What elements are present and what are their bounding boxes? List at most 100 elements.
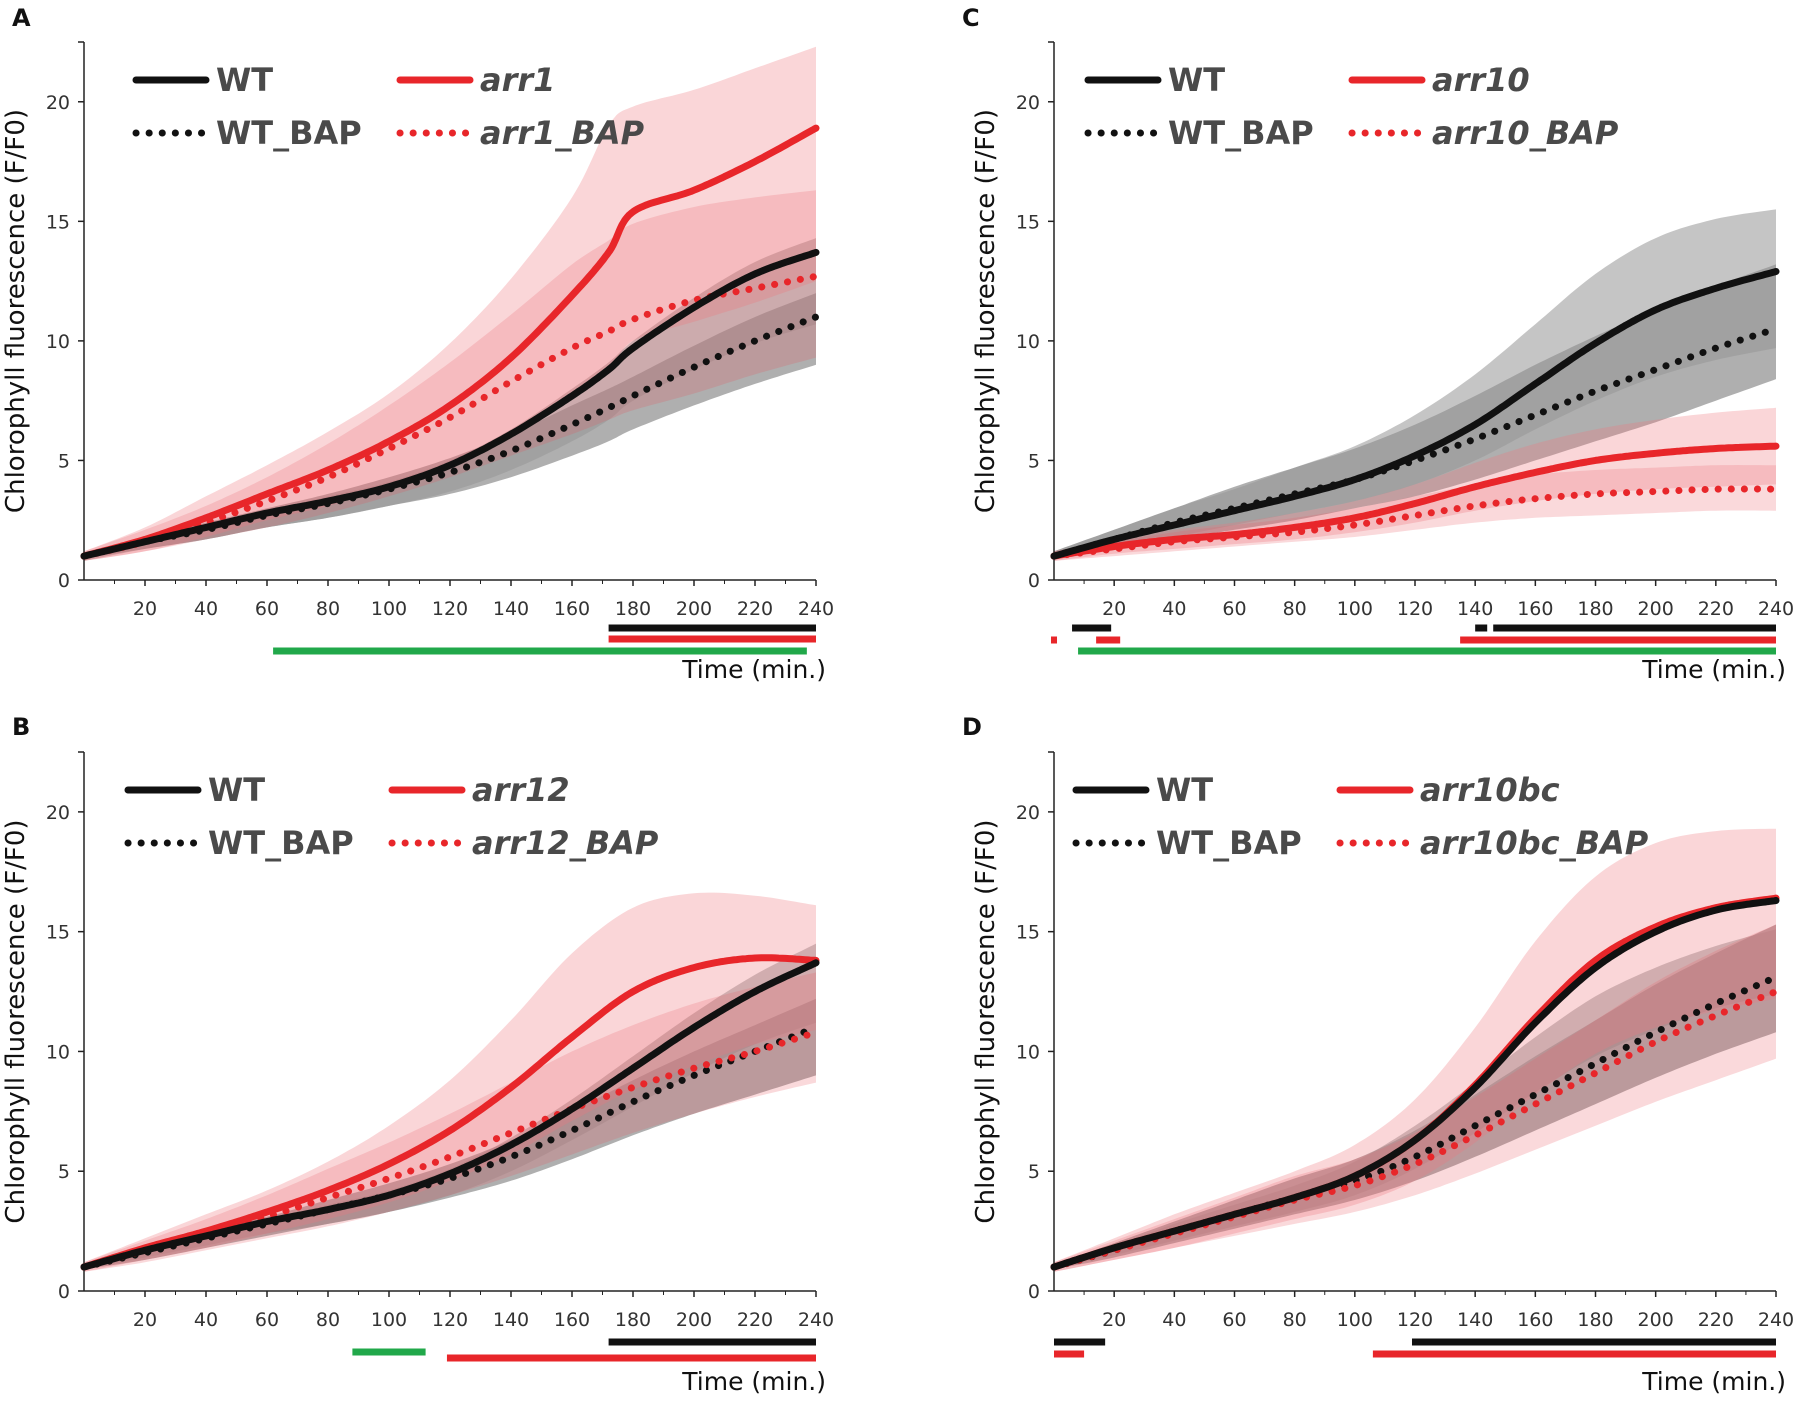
y-tick-label: 5 bbox=[1028, 450, 1040, 472]
legend-label: arr12 bbox=[472, 771, 570, 809]
x-tick-label: 240 bbox=[798, 1309, 834, 1331]
x-tick-label: 100 bbox=[1337, 598, 1373, 620]
y-tick-label: 0 bbox=[58, 570, 70, 592]
x-tick-label: 120 bbox=[432, 1309, 468, 1331]
line-arr12 bbox=[80, 954, 820, 1271]
x-tick-label: 140 bbox=[1457, 1309, 1493, 1331]
y-tick-label: 0 bbox=[58, 1281, 70, 1303]
panel-c: C 0 5 10 15 20 20 40 60 80 100 120 140 160 180 200 220 24… bbox=[962, 4, 1794, 684]
x-tick-label: 120 bbox=[432, 598, 468, 620]
legend-item-wt-bap: WT_BAP bbox=[1072, 824, 1302, 862]
x-tick-label: 100 bbox=[371, 1309, 407, 1331]
legend-item-arr10-bap: arr10_BAP bbox=[1348, 114, 1619, 152]
x-tick-label: 60 bbox=[255, 598, 279, 620]
line-wt bbox=[80, 248, 820, 560]
legend-label: arr12_BAP bbox=[472, 824, 659, 862]
legend-item-arr1: arr1 bbox=[396, 61, 555, 99]
x-axis-label: Time (min.) bbox=[1641, 1367, 1786, 1396]
y-tick-label: 10 bbox=[1016, 331, 1040, 353]
band-arr1-bap bbox=[84, 190, 816, 561]
x-tick-label: 80 bbox=[316, 1309, 340, 1331]
x-tick-label: 140 bbox=[493, 1309, 529, 1331]
y-tick-label: 5 bbox=[58, 1161, 70, 1183]
line-wt bbox=[1050, 268, 1780, 560]
line-arr1-bap bbox=[80, 272, 820, 560]
line-arr12-bap bbox=[80, 1028, 820, 1271]
legend-item-arr12-bap: arr12_BAP bbox=[388, 824, 659, 862]
legend-item-wt: WT bbox=[132, 61, 273, 99]
legend-item-wt: WT bbox=[124, 771, 265, 809]
x-tick-label: 160 bbox=[554, 1309, 590, 1331]
significance-bar bbox=[1050, 636, 1058, 644]
significance-bar bbox=[1411, 1338, 1776, 1346]
panel-letter: B bbox=[12, 713, 30, 741]
legend-item-arr1-bap: arr1_BAP bbox=[396, 114, 645, 152]
y-axis-label: Chlorophyll fluorescence (F/F0) bbox=[1, 819, 31, 1223]
x-tick-label: 220 bbox=[737, 598, 773, 620]
line-wt bbox=[80, 959, 820, 1271]
y-axis-label: Chlorophyll fluorescence (F/F0) bbox=[971, 109, 1001, 513]
x-tick-label: 240 bbox=[1758, 1309, 1794, 1331]
x-tick-label: 180 bbox=[615, 598, 651, 620]
x-tick-label: 40 bbox=[1162, 1309, 1186, 1331]
x-tick-label: 100 bbox=[1337, 1309, 1373, 1331]
band-arr12 bbox=[84, 892, 816, 1272]
legend-label: arr10_BAP bbox=[1432, 114, 1619, 152]
x-tick-label: 220 bbox=[1698, 1309, 1734, 1331]
panel-letter: D bbox=[962, 713, 982, 741]
x-tick-label: 220 bbox=[737, 1309, 773, 1331]
x-tick-label: 220 bbox=[1698, 598, 1734, 620]
legend-label: arr1 bbox=[480, 61, 555, 99]
x-tick-label: 200 bbox=[676, 1309, 712, 1331]
y-tick-label: 10 bbox=[46, 331, 70, 353]
line-wt-bap bbox=[1050, 973, 1780, 1271]
band-arr10bc-bap bbox=[1054, 924, 1776, 1272]
legend-label: WT bbox=[1156, 771, 1213, 809]
legend-item-wt-bap: WT_BAP bbox=[132, 114, 362, 152]
legend-item-arr12: arr12 bbox=[388, 771, 570, 809]
legend-label: WT bbox=[208, 771, 265, 809]
x-tick-label: 20 bbox=[133, 598, 157, 620]
significance-bar bbox=[608, 635, 816, 643]
panel-a: A 0 5 10 15 20 20 40 60 80 100 120 140 160 180 200 220 24… bbox=[1, 4, 834, 684]
significance-bar bbox=[1072, 624, 1112, 632]
legend-item-wt: WT bbox=[1084, 61, 1225, 99]
line-wt-bap bbox=[1050, 325, 1780, 560]
y-tick-label: 20 bbox=[1016, 802, 1040, 824]
significance-bar bbox=[608, 624, 816, 632]
y-tick-label: 20 bbox=[1016, 92, 1040, 114]
x-axis-label: Time (min.) bbox=[681, 1367, 826, 1396]
band-arr10 bbox=[1054, 407, 1776, 561]
legend-label: WT_BAP bbox=[208, 824, 354, 862]
x-tick-label: 20 bbox=[1102, 598, 1126, 620]
x-tick-label: 20 bbox=[133, 1309, 157, 1331]
line-wt bbox=[1050, 897, 1780, 1271]
legend-item-arr10: arr10 bbox=[1348, 61, 1530, 99]
line-arr10 bbox=[1050, 442, 1780, 560]
y-tick-label: 15 bbox=[46, 211, 70, 233]
x-axis-label: Time (min.) bbox=[681, 655, 826, 684]
legend-label: WT bbox=[216, 61, 273, 99]
x-tick-label: 140 bbox=[493, 598, 529, 620]
y-axis-label: Chlorophyll fluorescence (F/F0) bbox=[1, 109, 31, 513]
band-wt bbox=[1054, 209, 1776, 559]
panel-letter: C bbox=[962, 4, 980, 32]
panel-letter: A bbox=[12, 4, 31, 32]
x-tick-label: 160 bbox=[554, 598, 590, 620]
legend-label: WT bbox=[1168, 61, 1225, 99]
legend-label: arr1_BAP bbox=[480, 114, 645, 152]
y-tick-label: 15 bbox=[1016, 211, 1040, 233]
panel-d: D 0 5 10 15 20 20 40 60 80 100 120 140 160 180 200 220 24… bbox=[962, 713, 1794, 1396]
x-tick-label: 180 bbox=[615, 1309, 651, 1331]
y-tick-label: 10 bbox=[1016, 1041, 1040, 1063]
y-tick-label: 0 bbox=[1028, 570, 1040, 592]
x-tick-label: 60 bbox=[1222, 1309, 1246, 1331]
band-wt bbox=[84, 238, 816, 561]
x-tick-label: 60 bbox=[255, 1309, 279, 1331]
x-tick-label: 200 bbox=[1638, 1309, 1674, 1331]
legend-label: WT_BAP bbox=[1168, 114, 1314, 152]
significance-bar bbox=[1460, 636, 1776, 644]
significance-bar bbox=[1475, 624, 1488, 632]
x-axis-label: Time (min.) bbox=[1641, 655, 1786, 684]
